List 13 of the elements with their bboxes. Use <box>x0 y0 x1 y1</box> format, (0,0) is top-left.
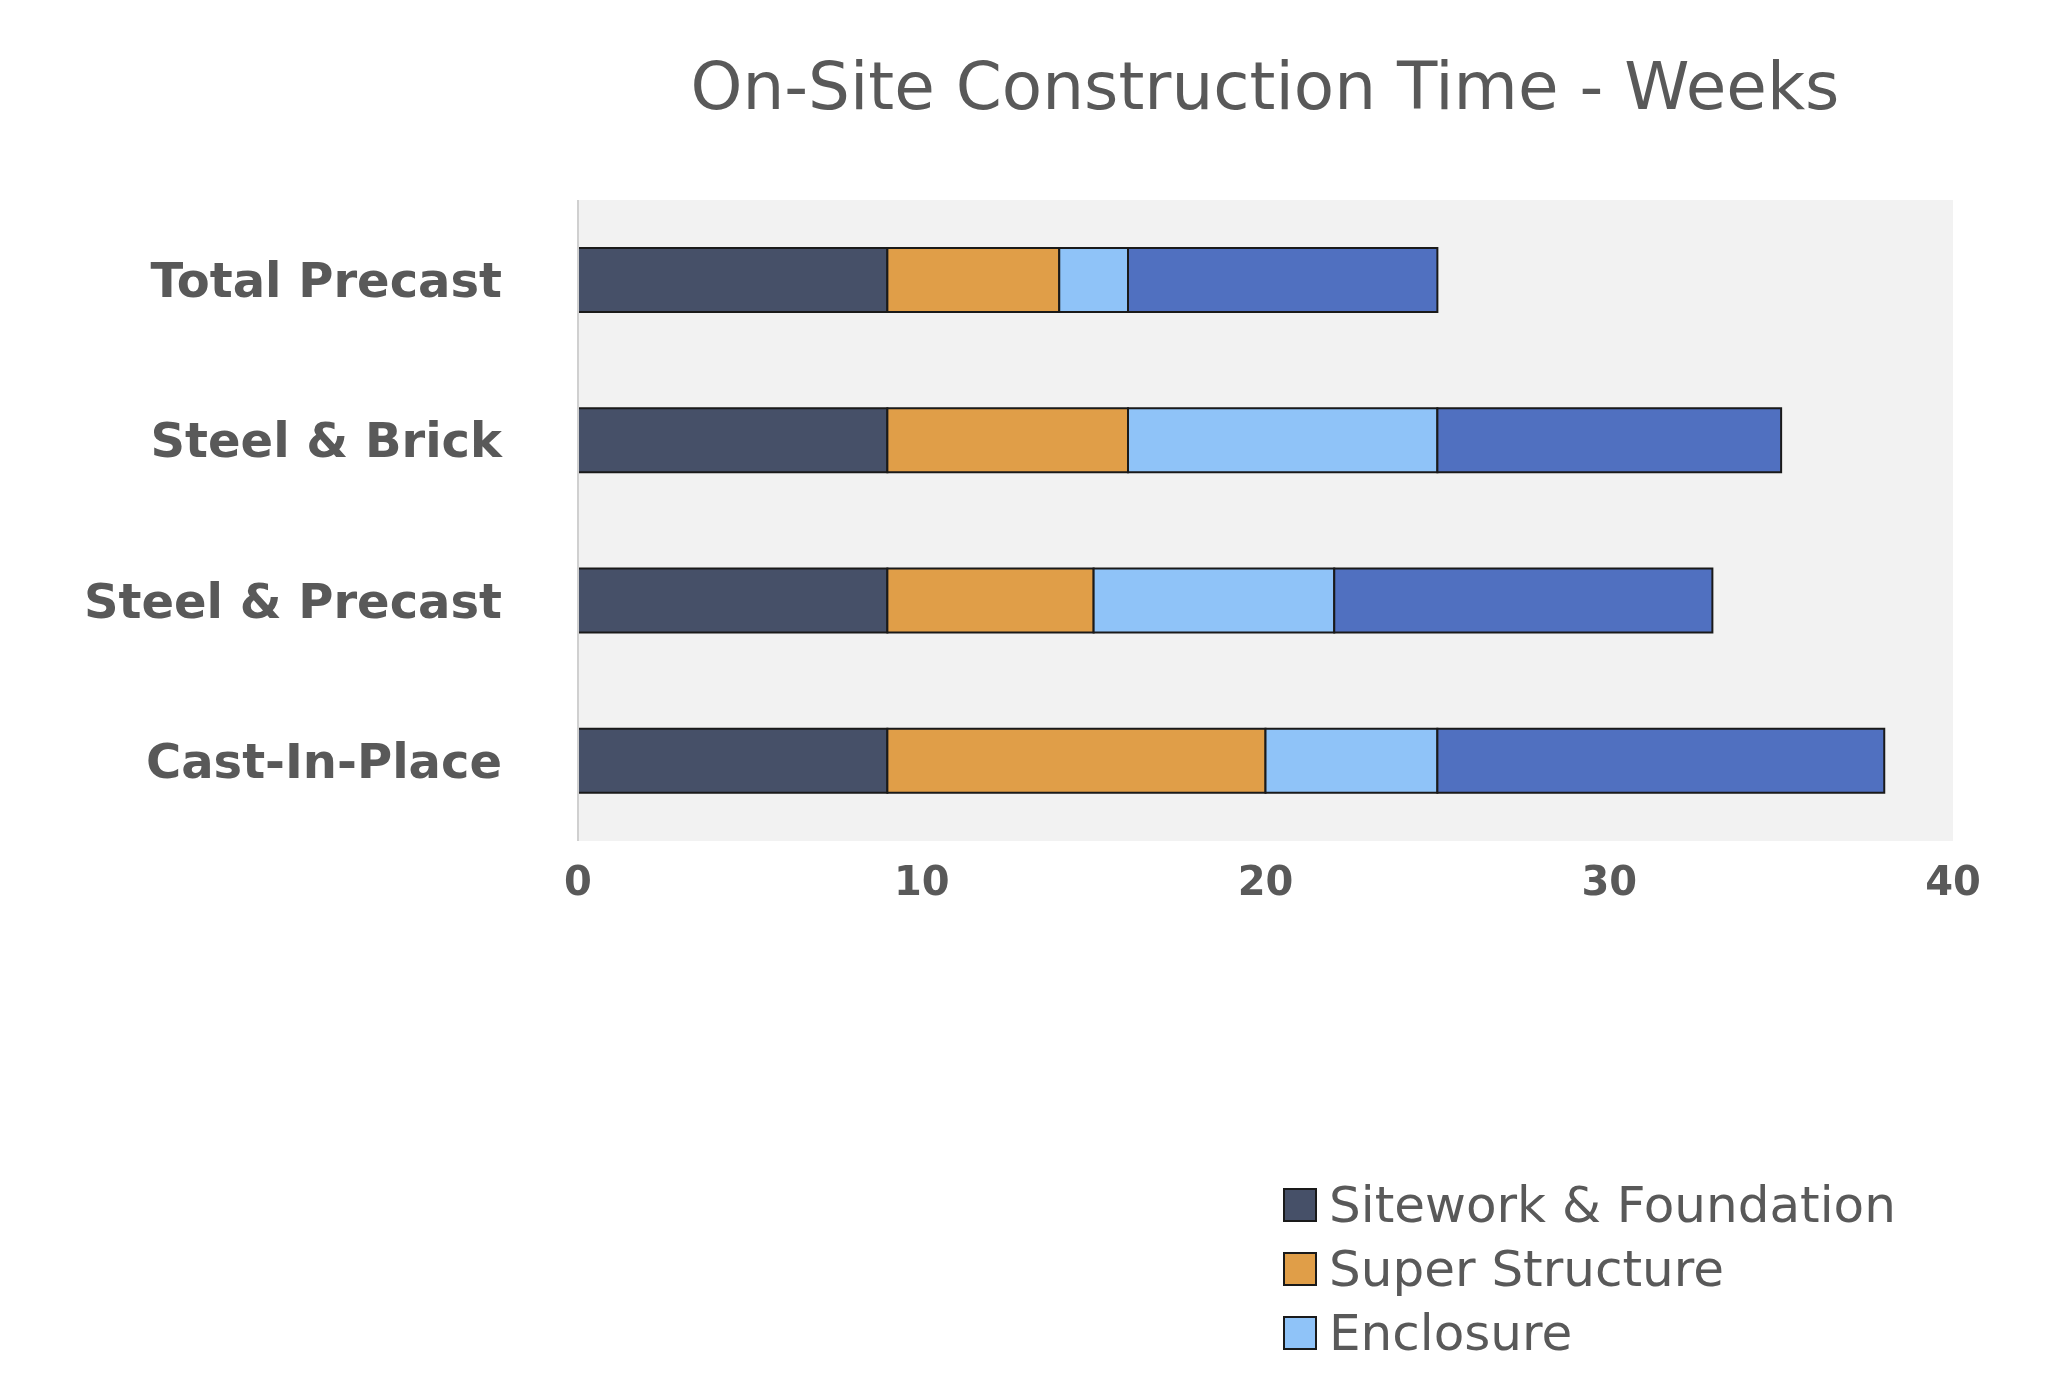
y-tick-label: Cast-In-Place <box>145 732 502 789</box>
legend-label: Enclosure <box>1329 1303 1573 1364</box>
legend-label: Sitework & Foundation <box>1329 1175 1896 1236</box>
y-tick-label: Total Precast <box>150 252 502 309</box>
y-tick-label: Steel & Brick <box>150 412 504 469</box>
chart-title: On-Site Construction Time - Weeks <box>689 48 1841 125</box>
x-tick-label: 20 <box>1237 858 1294 905</box>
x-tick-label: 0 <box>564 858 592 905</box>
x-tick-label: 10 <box>893 858 950 905</box>
x-tick-label: 30 <box>1581 858 1638 905</box>
y-tick-label: Steel & Precast <box>83 572 502 629</box>
x-tick-label: 40 <box>1925 858 1981 905</box>
legend-label: Super Structure <box>1329 1239 1724 1300</box>
